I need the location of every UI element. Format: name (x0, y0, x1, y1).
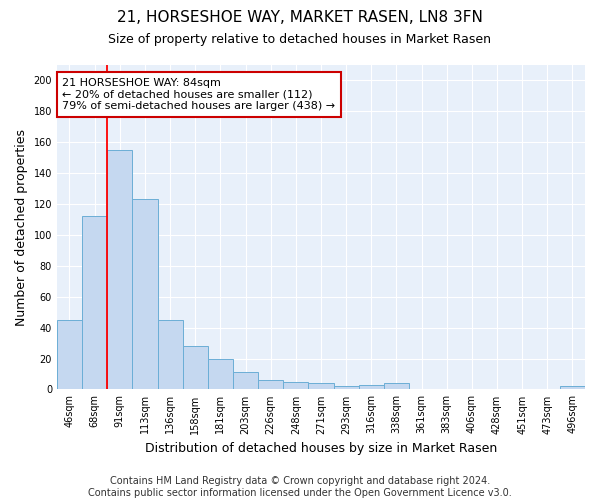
X-axis label: Distribution of detached houses by size in Market Rasen: Distribution of detached houses by size … (145, 442, 497, 455)
Bar (57, 320, 82, 390)
Bar (334, 386, 359, 390)
Text: 21, HORSESHOE WAY, MARKET RASEN, LN8 3FN: 21, HORSESHOE WAY, MARKET RASEN, LN8 3FN (117, 10, 483, 25)
Bar (283, 382, 308, 390)
Text: 21 HORSESHOE WAY: 84sqm
← 20% of detached houses are smaller (112)
79% of semi-d: 21 HORSESHOE WAY: 84sqm ← 20% of detache… (62, 78, 335, 111)
Bar (258, 380, 283, 390)
Bar (82, 216, 107, 390)
Bar (560, 386, 585, 390)
Bar (233, 372, 258, 390)
Bar (182, 346, 208, 390)
Y-axis label: Number of detached properties: Number of detached properties (15, 128, 28, 326)
Text: Size of property relative to detached houses in Market Rasen: Size of property relative to detached ho… (109, 32, 491, 46)
Bar (308, 384, 334, 390)
Bar (359, 385, 384, 390)
Bar (133, 200, 158, 390)
Text: Contains HM Land Registry data © Crown copyright and database right 2024.
Contai: Contains HM Land Registry data © Crown c… (88, 476, 512, 498)
Bar (208, 358, 233, 390)
Bar (384, 384, 409, 390)
Bar (107, 150, 133, 390)
Bar (158, 320, 182, 390)
